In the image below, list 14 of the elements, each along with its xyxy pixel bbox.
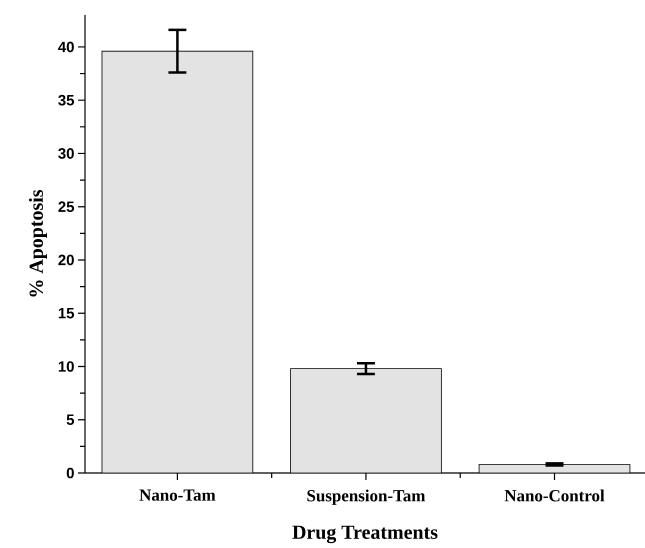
y-tick-label: 10 [58, 361, 74, 372]
y-tick-label: 40 [58, 42, 74, 52]
x-tick-label: Suspension-Tam [307, 490, 426, 505]
y-tick-label: 5 [66, 414, 74, 425]
y-tick-label: 35 [58, 94, 74, 106]
x-tick-label: Nano-Tam [139, 490, 216, 501]
y-tick-label: 30 [58, 148, 74, 159]
y-axis-title: % Apoptosis [28, 190, 48, 296]
x-axis-title: Drug Treatments [292, 526, 438, 544]
y-tick-label: 0 [66, 468, 74, 478]
y-tick-label: 15 [58, 308, 74, 318]
x-tick-label: Nano-Control [504, 490, 604, 502]
y-tick-label: 25 [58, 201, 74, 212]
y-tick-label: 20 [58, 254, 74, 266]
